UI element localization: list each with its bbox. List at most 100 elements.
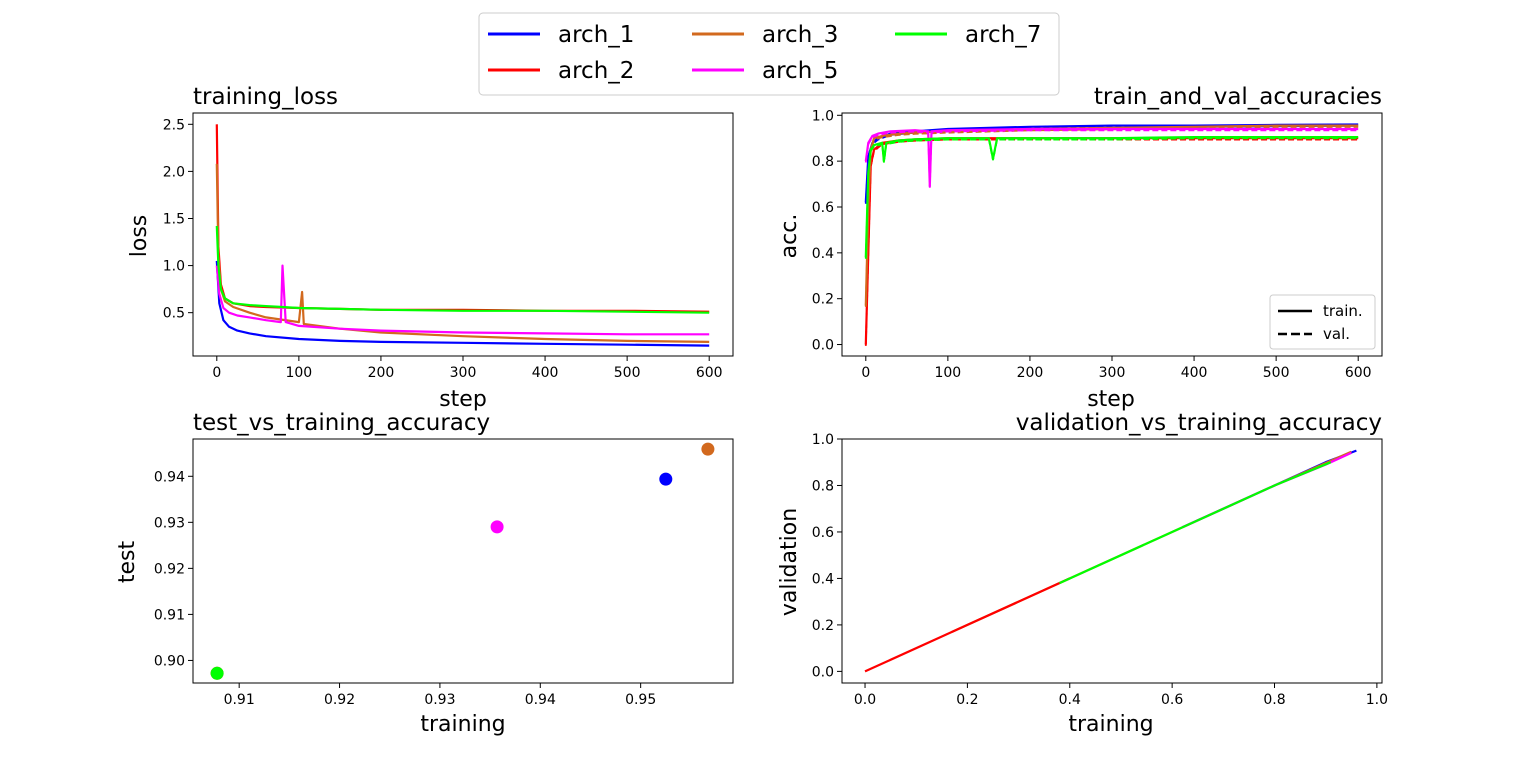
test_vs_training_accuracy-xtick-label: 0.94 [525, 692, 556, 708]
training-loss-xlabel: step [439, 387, 487, 412]
train_and_val_accuracies-ytick-label: 1.0 [812, 108, 834, 124]
train_and_val_accuracies-xtick-label: 500 [1263, 365, 1290, 381]
validation-vs-training-ylabel: validation [777, 508, 802, 616]
training_loss-xtick-label: 500 [614, 365, 641, 381]
legend-label-arch_7: arch_7 [965, 22, 1041, 48]
training-loss-ylabel: loss [127, 215, 152, 258]
training_loss-ytick-label: 1.5 [163, 211, 185, 227]
validation_vs_training_accuracy-frame [841, 438, 1383, 684]
test-vs-training-panel: test_vs_training_accuracy training test … [115, 410, 734, 737]
validation_vs_training_accuracy-ytick-label: 0.4 [812, 571, 834, 587]
train_and_val_accuracies-ytick-label: 0.8 [812, 154, 834, 170]
training_loss-ytick-label: 2.5 [163, 117, 185, 133]
validation_vs_training_accuracy-ytick-label: 0.2 [812, 618, 834, 634]
train_and_val_accuracies-val-series-arch_7 [864, 137, 1359, 259]
train_and_val_accuracies-xtick-label: 300 [1099, 365, 1126, 381]
validation_vs_training_accuracy-xtick-label: 0.2 [956, 692, 978, 708]
test_vs_training_accuracy-point-arch_5 [490, 520, 504, 534]
train_and_val_accuracies-xtick-label: 400 [1181, 365, 1208, 381]
test-vs-training-ylabel: test [115, 541, 140, 584]
validation_vs_training_accuracy-xtick-label: 0.8 [1263, 692, 1285, 708]
training_loss-series-arch_7 [215, 225, 710, 314]
test_vs_training_accuracy-plot-area: 0.91 0.92 0.93 0.94 0.95 0.90 0.91 0.92 0.93 0.94 [154, 438, 734, 708]
train-val-legend-box [1269, 294, 1376, 350]
test_vs_training_accuracy-ytick-label: 0.90 [154, 653, 185, 669]
test_vs_training_accuracy-xtick-label: 0.95 [625, 692, 656, 708]
val-legend-label: val. [1323, 325, 1350, 343]
validation_vs_training_accuracy-ytick-label: 0.8 [812, 478, 834, 494]
test_vs_training_accuracy-point-arch_1 [659, 472, 673, 486]
test-vs-training-title: test_vs_training_accuracy [193, 410, 490, 436]
training_loss-xtick-label: 100 [285, 365, 312, 381]
validation_vs_training_accuracy-series-arch_2 [864, 577, 1071, 673]
validation_vs_training_accuracy-xtick-label: 0.0 [854, 692, 876, 708]
test-vs-training-xlabel: training [420, 712, 505, 737]
train_and_val_accuracies-ytick-label: 0.2 [812, 292, 834, 308]
test_vs_training_accuracy-ytick-label: 0.93 [154, 515, 185, 531]
validation_vs_training_accuracy-plot-area: 0.0 0.2 0.4 0.6 0.8 1.0 0.0 0.2 0.4 0.6 0.8 1.0 [812, 432, 1388, 708]
train_and_val_accuracies-marks [864, 123, 1359, 346]
series-legend: arch_1 arch_3 arch_7 arch_2 arch_5 [478, 12, 1060, 96]
test_vs_training_accuracy-point-arch_7 [210, 666, 224, 680]
training_loss-xtick-label: 300 [450, 365, 477, 381]
validation-vs-training-title: validation_vs_training_accuracy [1016, 410, 1382, 436]
train-val-acc-title: train_and_val_accuracies [1094, 84, 1382, 110]
train_and_val_accuracies-series-arch_7 [864, 136, 1359, 258]
legend-label-arch_2: arch_2 [558, 58, 634, 84]
train_and_val_accuracies-plot-area: 0 100 200 300 400 500 600 0.0 0.2 0.4 0.6 0.8 1.0 [812, 108, 1383, 381]
test_vs_training_accuracy-xtick-label: 0.91 [224, 692, 255, 708]
train_and_val_accuracies-ytick-label: 0.0 [812, 338, 834, 354]
legend-label-arch_5: arch_5 [762, 58, 838, 84]
training_loss-series-arch_1 [215, 260, 710, 347]
train-val-legend: train. val. [1269, 294, 1376, 350]
train-val-acc-ylabel: acc. [777, 214, 802, 259]
test_vs_training_accuracy-frame [192, 438, 734, 684]
training_loss-xtick-label: 0 [212, 365, 221, 381]
validation_vs_training_accuracy-ytick-label: 0.0 [812, 664, 834, 680]
test_vs_training_accuracy-xtick-label: 0.92 [324, 692, 355, 708]
validation_vs_training_accuracy-ytick-label: 0.6 [812, 525, 834, 541]
validation_vs_training_accuracy-marks [864, 449, 1357, 673]
test_vs_training_accuracy-xtick-label: 0.93 [424, 692, 455, 708]
test_vs_training_accuracy-ytick-label: 0.94 [154, 469, 185, 485]
train_and_val_accuracies-ytick-label: 0.4 [812, 246, 834, 262]
training_loss-ytick-label: 1.0 [163, 259, 185, 275]
train_and_val_accuracies-val-series-arch_2 [864, 138, 1359, 346]
training_loss-ytick-label: 2.0 [163, 164, 185, 180]
train_and_val_accuracies-xtick-label: 0 [861, 365, 870, 381]
train-and-val-accuracies-panel: train_and_val_accuracies step acc. train… [777, 84, 1383, 412]
validation_vs_training_accuracy-xtick-label: 0.4 [1059, 692, 1081, 708]
validation_vs_training_accuracy-xtick-label: 1.0 [1366, 692, 1388, 708]
training_loss-xtick-label: 400 [532, 365, 559, 381]
validation-vs-training-xlabel: training [1068, 712, 1153, 737]
test_vs_training_accuracy-point-arch_3 [701, 442, 715, 456]
test_vs_training_accuracy-ytick-label: 0.91 [154, 607, 185, 623]
validation_vs_training_accuracy-xtick-label: 0.6 [1161, 692, 1183, 708]
train_and_val_accuracies-series-arch_3 [864, 124, 1359, 306]
training_loss-plot-area: 0 100 200 300 400 500 600 0.5 1.0 1.5 2.0 2.5 [163, 112, 734, 381]
training-loss-panel: training_loss step loss 0 100 200 300 400 500… [127, 84, 734, 412]
training_loss-series-arch_3 [215, 163, 710, 343]
legend-label-arch_3: arch_3 [762, 22, 838, 48]
training_loss-series-arch_2 [215, 124, 710, 313]
training-loss-title: training_loss [193, 84, 338, 110]
test_vs_training_accuracy-marks [210, 442, 715, 680]
training_loss-ytick-label: 0.5 [163, 306, 185, 322]
train_and_val_accuracies-xtick-label: 100 [934, 365, 961, 381]
legend-label-arch_1: arch_1 [558, 22, 634, 48]
train_and_val_accuracies-ytick-label: 0.6 [812, 200, 834, 216]
training_loss-xtick-label: 200 [368, 365, 395, 381]
train_and_val_accuracies-val-series-arch_5 [864, 129, 1359, 188]
training_loss-series-arch_5 [215, 264, 710, 336]
train-val-acc-xlabel: step [1087, 387, 1135, 412]
training_loss-marks [215, 124, 710, 347]
validation-vs-training-panel: validation_vs_training_accuracy training… [777, 410, 1388, 737]
train_and_val_accuracies-xtick-label: 200 [1017, 365, 1044, 381]
validation_vs_training_accuracy-series-arch_7 [1059, 461, 1332, 585]
validation_vs_training_accuracy-ytick-label: 1.0 [812, 432, 834, 448]
test_vs_training_accuracy-ytick-label: 0.92 [154, 561, 185, 577]
train_and_val_accuracies-val-series-arch_3 [864, 126, 1359, 307]
train_and_val_accuracies-xtick-label: 600 [1345, 365, 1372, 381]
train-legend-label: train. [1323, 302, 1363, 320]
